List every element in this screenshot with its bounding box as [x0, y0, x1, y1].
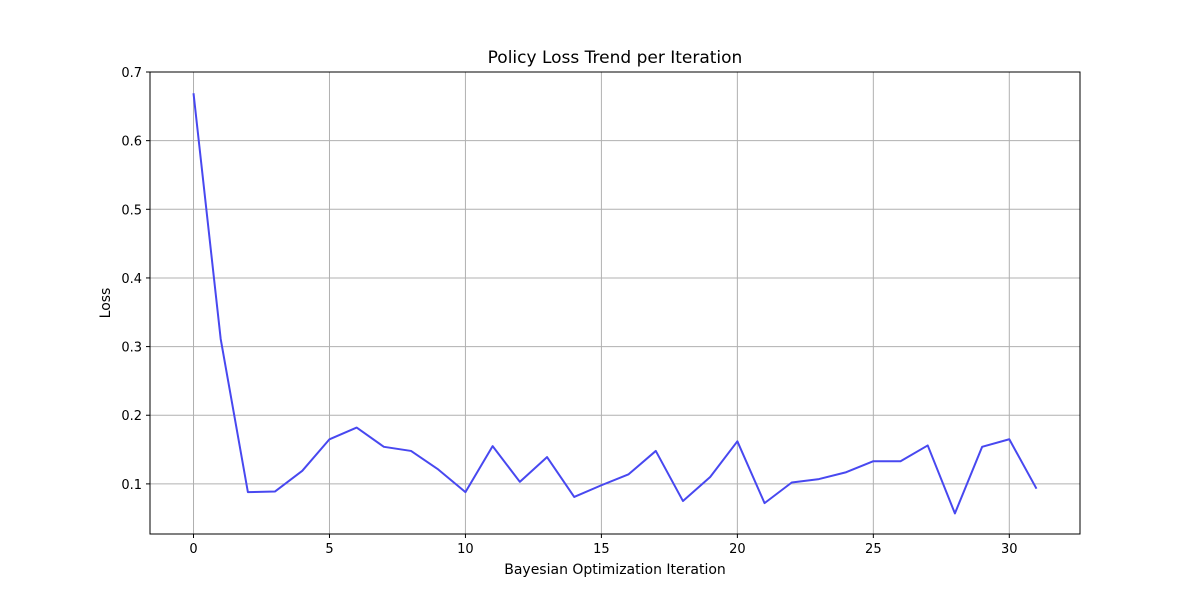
y-tick-label: 0.4 — [121, 272, 142, 287]
y-tick-label: 0.3 — [121, 341, 142, 356]
x-tick-label: 0 — [189, 542, 197, 557]
series-line — [192, 93, 1038, 515]
plot-area-frame — [149, 71, 1081, 535]
series-layer — [192, 93, 1038, 515]
x-tick-label: 5 — [325, 542, 333, 557]
y-tick-label: 0.1 — [121, 478, 142, 493]
y-axis-title: Loss — [98, 288, 114, 319]
x-axis-title: Bayesian Optimization Iteration — [504, 562, 726, 578]
axis-ticks: 0 5 10 15 20 25 30 0.1 0.2 0.3 0.4 0.5 0.6 0.7 — [121, 66, 1017, 557]
x-tick-label: 25 — [865, 542, 882, 557]
x-tick-label: 20 — [729, 542, 746, 557]
y-tick-label: 0.2 — [121, 409, 142, 424]
chart-title: Policy Loss Trend per Iteration — [488, 48, 743, 68]
grid-lines — [150, 71, 1080, 534]
y-tick-label: 0.6 — [121, 135, 142, 150]
x-tick-label: 15 — [593, 542, 610, 557]
y-tick-label: 0.7 — [121, 66, 142, 81]
y-tick-label: 0.5 — [121, 203, 142, 218]
x-tick-label: 30 — [1001, 542, 1018, 557]
x-tick-label: 10 — [457, 542, 474, 557]
